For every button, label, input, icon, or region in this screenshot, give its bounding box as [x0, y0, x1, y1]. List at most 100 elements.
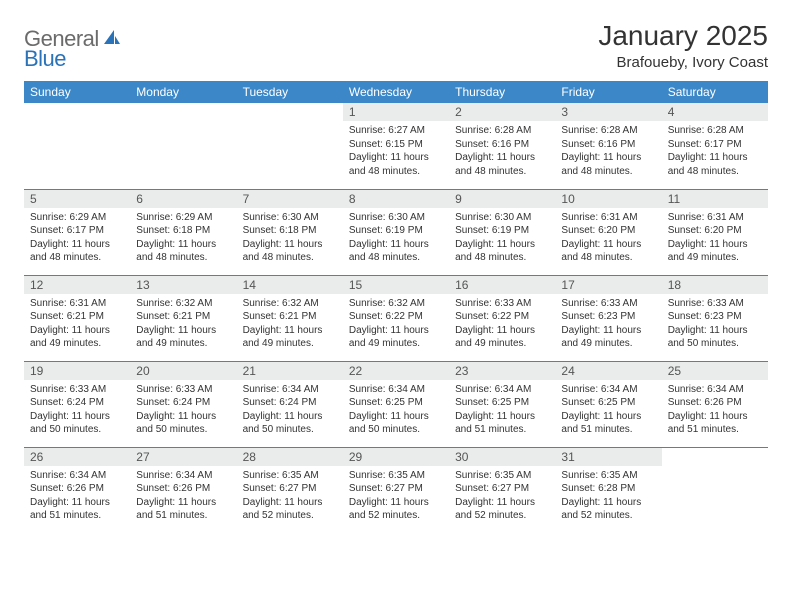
calendar-day: 18Sunrise: 6:33 AMSunset: 6:23 PMDayligh… — [662, 275, 768, 361]
day-details: Sunrise: 6:35 AMSunset: 6:27 PMDaylight:… — [449, 466, 555, 527]
calendar-day: 21Sunrise: 6:34 AMSunset: 6:24 PMDayligh… — [237, 361, 343, 447]
calendar-day: 26Sunrise: 6:34 AMSunset: 6:26 PMDayligh… — [24, 447, 130, 533]
calendar-day: 17Sunrise: 6:33 AMSunset: 6:23 PMDayligh… — [555, 275, 661, 361]
day-number: 30 — [449, 448, 555, 466]
calendar-day: 5Sunrise: 6:29 AMSunset: 6:17 PMDaylight… — [24, 189, 130, 275]
day-details: Sunrise: 6:29 AMSunset: 6:17 PMDaylight:… — [24, 208, 130, 269]
calendar-day: 6Sunrise: 6:29 AMSunset: 6:18 PMDaylight… — [130, 189, 236, 275]
day-details: Sunrise: 6:31 AMSunset: 6:20 PMDaylight:… — [555, 208, 661, 269]
day-details: Sunrise: 6:32 AMSunset: 6:21 PMDaylight:… — [130, 294, 236, 355]
day-number: 6 — [130, 190, 236, 208]
day-number: 25 — [662, 362, 768, 380]
calendar-day: 23Sunrise: 6:34 AMSunset: 6:25 PMDayligh… — [449, 361, 555, 447]
day-number: 5 — [24, 190, 130, 208]
calendar-day: 15Sunrise: 6:32 AMSunset: 6:22 PMDayligh… — [343, 275, 449, 361]
calendar-day: 9Sunrise: 6:30 AMSunset: 6:19 PMDaylight… — [449, 189, 555, 275]
calendar-day: 20Sunrise: 6:33 AMSunset: 6:24 PMDayligh… — [130, 361, 236, 447]
calendar-day: 4Sunrise: 6:28 AMSunset: 6:17 PMDaylight… — [662, 103, 768, 189]
day-number: 26 — [24, 448, 130, 466]
day-number: 9 — [449, 190, 555, 208]
calendar-day: 12Sunrise: 6:31 AMSunset: 6:21 PMDayligh… — [24, 275, 130, 361]
day-details: Sunrise: 6:32 AMSunset: 6:22 PMDaylight:… — [343, 294, 449, 355]
calendar-week: 26Sunrise: 6:34 AMSunset: 6:26 PMDayligh… — [24, 447, 768, 533]
day-number: 1 — [343, 103, 449, 121]
day-number: 31 — [555, 448, 661, 466]
day-details: Sunrise: 6:34 AMSunset: 6:25 PMDaylight:… — [449, 380, 555, 441]
header: General January 2025 Brafoueby, Ivory Co… — [24, 20, 768, 71]
day-number: 7 — [237, 190, 343, 208]
day-number: 16 — [449, 276, 555, 294]
calendar-empty — [24, 103, 130, 189]
day-details: Sunrise: 6:34 AMSunset: 6:25 PMDaylight:… — [343, 380, 449, 441]
day-number: 19 — [24, 362, 130, 380]
day-details: Sunrise: 6:31 AMSunset: 6:21 PMDaylight:… — [24, 294, 130, 355]
calendar-empty — [662, 447, 768, 533]
calendar-day: 28Sunrise: 6:35 AMSunset: 6:27 PMDayligh… — [237, 447, 343, 533]
calendar-day: 3Sunrise: 6:28 AMSunset: 6:16 PMDaylight… — [555, 103, 661, 189]
day-details: Sunrise: 6:33 AMSunset: 6:24 PMDaylight:… — [24, 380, 130, 441]
day-number: 2 — [449, 103, 555, 121]
day-details: Sunrise: 6:32 AMSunset: 6:21 PMDaylight:… — [237, 294, 343, 355]
title-block: January 2025 Brafoueby, Ivory Coast — [598, 20, 768, 71]
day-details: Sunrise: 6:33 AMSunset: 6:24 PMDaylight:… — [130, 380, 236, 441]
day-number: 8 — [343, 190, 449, 208]
calendar-week: 1Sunrise: 6:27 AMSunset: 6:15 PMDaylight… — [24, 103, 768, 189]
day-details: Sunrise: 6:29 AMSunset: 6:18 PMDaylight:… — [130, 208, 236, 269]
calendar-day: 11Sunrise: 6:31 AMSunset: 6:20 PMDayligh… — [662, 189, 768, 275]
day-details: Sunrise: 6:28 AMSunset: 6:16 PMDaylight:… — [449, 121, 555, 182]
calendar-day: 13Sunrise: 6:32 AMSunset: 6:21 PMDayligh… — [130, 275, 236, 361]
day-header: Friday — [555, 81, 661, 103]
day-number: 15 — [343, 276, 449, 294]
calendar-day: 31Sunrise: 6:35 AMSunset: 6:28 PMDayligh… — [555, 447, 661, 533]
day-details: Sunrise: 6:28 AMSunset: 6:16 PMDaylight:… — [555, 121, 661, 182]
day-header: Wednesday — [343, 81, 449, 103]
day-details: Sunrise: 6:33 AMSunset: 6:22 PMDaylight:… — [449, 294, 555, 355]
day-details: Sunrise: 6:27 AMSunset: 6:15 PMDaylight:… — [343, 121, 449, 182]
day-details: Sunrise: 6:30 AMSunset: 6:19 PMDaylight:… — [449, 208, 555, 269]
day-number: 12 — [24, 276, 130, 294]
day-header: Tuesday — [237, 81, 343, 103]
day-details: Sunrise: 6:31 AMSunset: 6:20 PMDaylight:… — [662, 208, 768, 269]
calendar-empty — [237, 103, 343, 189]
month-title: January 2025 — [598, 20, 768, 52]
day-number: 22 — [343, 362, 449, 380]
day-details: Sunrise: 6:30 AMSunset: 6:18 PMDaylight:… — [237, 208, 343, 269]
logo-sail-icon — [103, 28, 121, 51]
day-details: Sunrise: 6:33 AMSunset: 6:23 PMDaylight:… — [662, 294, 768, 355]
calendar-table: SundayMondayTuesdayWednesdayThursdayFrid… — [24, 81, 768, 533]
calendar-day: 1Sunrise: 6:27 AMSunset: 6:15 PMDaylight… — [343, 103, 449, 189]
day-number: 3 — [555, 103, 661, 121]
calendar-day: 8Sunrise: 6:30 AMSunset: 6:19 PMDaylight… — [343, 189, 449, 275]
day-details: Sunrise: 6:34 AMSunset: 6:26 PMDaylight:… — [662, 380, 768, 441]
calendar-day: 24Sunrise: 6:34 AMSunset: 6:25 PMDayligh… — [555, 361, 661, 447]
day-details: Sunrise: 6:33 AMSunset: 6:23 PMDaylight:… — [555, 294, 661, 355]
location: Brafoueby, Ivory Coast — [598, 54, 768, 71]
day-header: Monday — [130, 81, 236, 103]
day-details: Sunrise: 6:35 AMSunset: 6:27 PMDaylight:… — [237, 466, 343, 527]
calendar-day: 30Sunrise: 6:35 AMSunset: 6:27 PMDayligh… — [449, 447, 555, 533]
day-number: 28 — [237, 448, 343, 466]
day-number: 11 — [662, 190, 768, 208]
calendar-day: 14Sunrise: 6:32 AMSunset: 6:21 PMDayligh… — [237, 275, 343, 361]
day-details: Sunrise: 6:34 AMSunset: 6:24 PMDaylight:… — [237, 380, 343, 441]
day-number: 23 — [449, 362, 555, 380]
logo-text-blue: Blue — [24, 46, 66, 71]
day-details: Sunrise: 6:34 AMSunset: 6:26 PMDaylight:… — [130, 466, 236, 527]
day-header: Saturday — [662, 81, 768, 103]
day-number: 10 — [555, 190, 661, 208]
calendar-day: 16Sunrise: 6:33 AMSunset: 6:22 PMDayligh… — [449, 275, 555, 361]
day-number: 24 — [555, 362, 661, 380]
calendar-week: 5Sunrise: 6:29 AMSunset: 6:17 PMDaylight… — [24, 189, 768, 275]
calendar-day: 29Sunrise: 6:35 AMSunset: 6:27 PMDayligh… — [343, 447, 449, 533]
calendar-week: 12Sunrise: 6:31 AMSunset: 6:21 PMDayligh… — [24, 275, 768, 361]
calendar-day: 2Sunrise: 6:28 AMSunset: 6:16 PMDaylight… — [449, 103, 555, 189]
day-number: 20 — [130, 362, 236, 380]
day-number: 17 — [555, 276, 661, 294]
day-details: Sunrise: 6:28 AMSunset: 6:17 PMDaylight:… — [662, 121, 768, 182]
day-details: Sunrise: 6:35 AMSunset: 6:27 PMDaylight:… — [343, 466, 449, 527]
calendar-day: 22Sunrise: 6:34 AMSunset: 6:25 PMDayligh… — [343, 361, 449, 447]
calendar-day: 19Sunrise: 6:33 AMSunset: 6:24 PMDayligh… — [24, 361, 130, 447]
day-number: 18 — [662, 276, 768, 294]
day-number: 14 — [237, 276, 343, 294]
calendar-day: 27Sunrise: 6:34 AMSunset: 6:26 PMDayligh… — [130, 447, 236, 533]
